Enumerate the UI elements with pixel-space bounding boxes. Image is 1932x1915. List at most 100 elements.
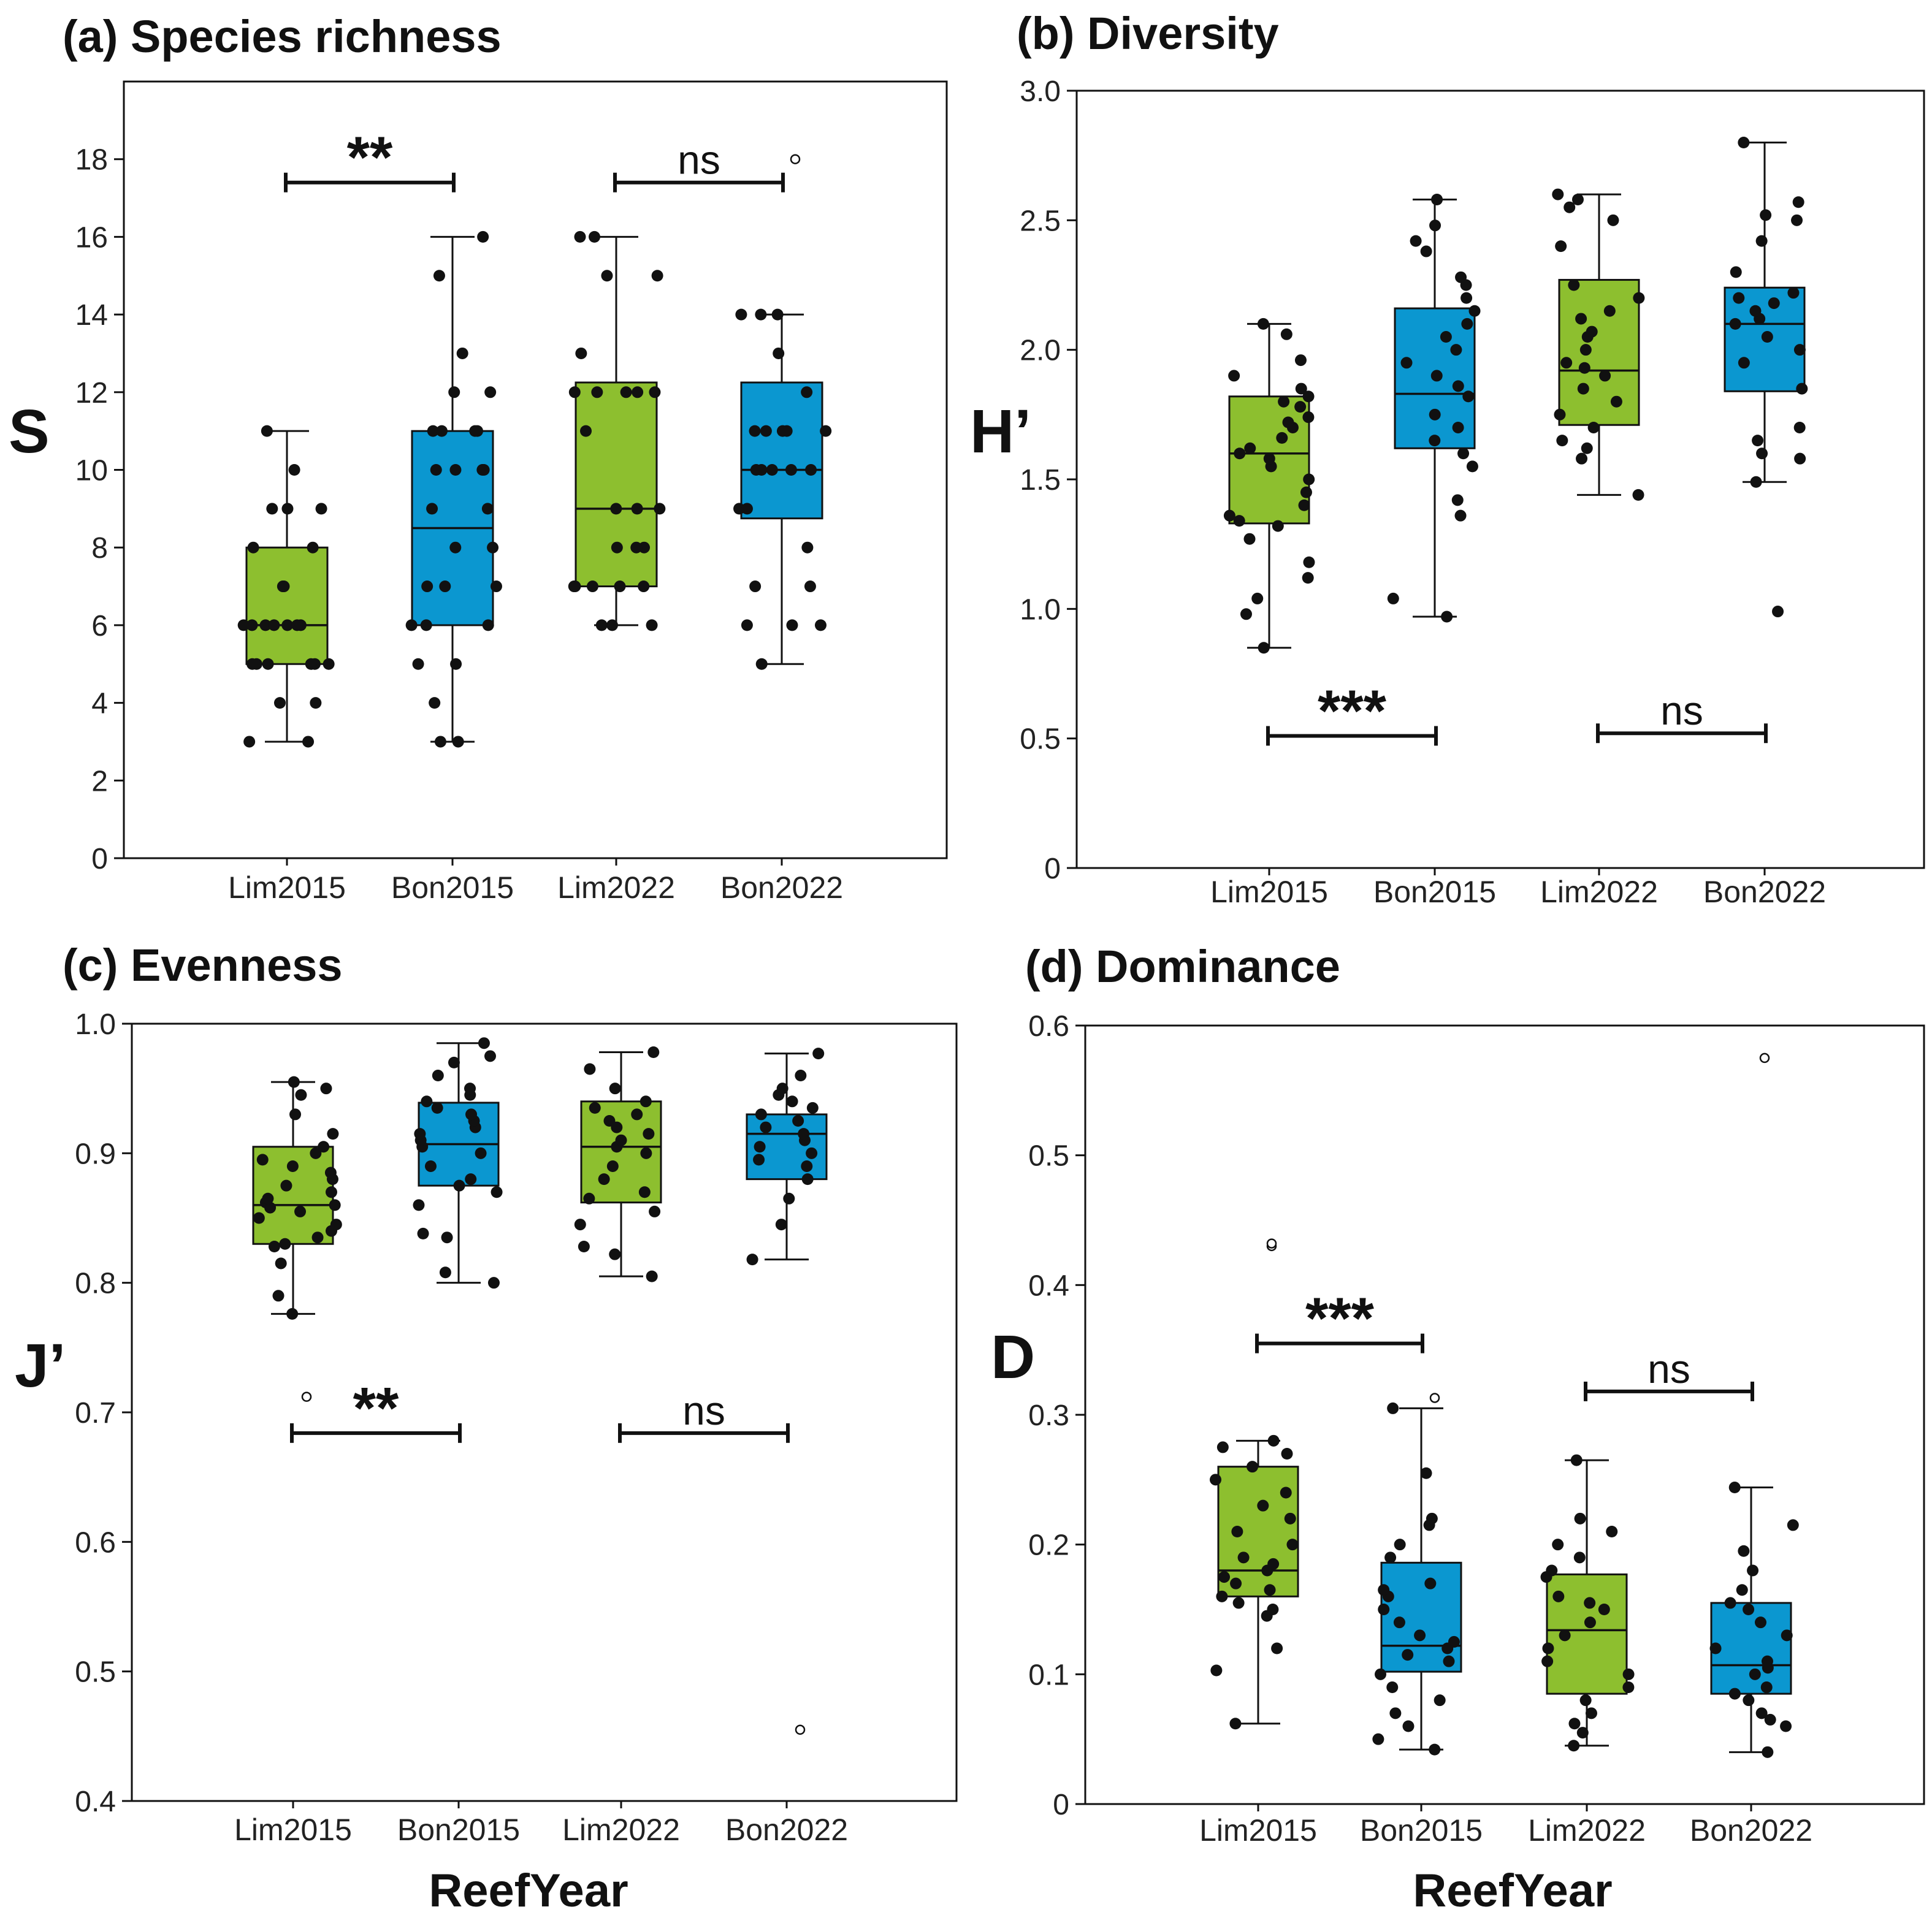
- data-point: [1233, 515, 1245, 527]
- significance-label: ***: [1305, 1286, 1375, 1352]
- data-point: [610, 503, 622, 515]
- data-point: [481, 503, 494, 515]
- data-point: [311, 1232, 324, 1244]
- data-point: [755, 658, 768, 670]
- data-point: [1796, 383, 1808, 395]
- data-point: [1780, 1720, 1792, 1732]
- data-point: [760, 1121, 772, 1133]
- y-tick-label: 3.0: [1020, 75, 1061, 108]
- data-point: [1429, 435, 1441, 447]
- data-point: [1424, 1577, 1437, 1589]
- y-tick-label: 0: [91, 843, 108, 875]
- y-tick-label: 0: [1044, 853, 1061, 885]
- significance-label: **: [347, 125, 393, 191]
- data-point: [775, 1219, 787, 1231]
- data-point: [568, 386, 581, 398]
- data-point: [1302, 572, 1314, 584]
- data-point: [589, 1102, 601, 1114]
- data-point: [1733, 292, 1745, 304]
- data-point: [598, 1173, 610, 1186]
- y-tick-label: 0: [1053, 1789, 1069, 1821]
- data-point: [649, 1205, 661, 1217]
- data-point: [1281, 1448, 1293, 1460]
- y-tick-label: 16: [75, 221, 108, 254]
- data-point: [1622, 1668, 1635, 1680]
- data-point: [305, 658, 317, 670]
- data-point: [1772, 606, 1784, 618]
- data-point: [289, 1108, 302, 1121]
- data-point: [1787, 1519, 1799, 1531]
- data-point: [420, 619, 432, 631]
- x-tick-label: Bon2022: [720, 870, 843, 905]
- data-point: [1468, 305, 1481, 317]
- data-point: [1429, 1743, 1441, 1756]
- data-point: [256, 1154, 269, 1166]
- data-point: [1387, 1402, 1399, 1414]
- data-point: [281, 619, 294, 631]
- data-point: [318, 1141, 330, 1153]
- data-point: [295, 1089, 307, 1101]
- outlier-point: [1266, 1238, 1277, 1249]
- outlier-point: [301, 1392, 312, 1402]
- data-point: [1577, 383, 1589, 395]
- data-point: [1434, 1694, 1446, 1707]
- data-point: [1555, 240, 1567, 253]
- data-point: [1420, 245, 1432, 257]
- x-tick-label: Bon2022: [725, 1813, 848, 1847]
- data-point: [237, 619, 250, 631]
- data-point: [448, 1056, 460, 1068]
- data-point: [781, 425, 793, 437]
- data-point: [413, 1199, 425, 1211]
- data-point: [1578, 362, 1590, 374]
- data-point: [1426, 1512, 1438, 1525]
- data-point: [1210, 1664, 1223, 1677]
- y-tick-label: 0.8: [75, 1268, 116, 1300]
- x-tick-label: Lim2015: [234, 1813, 352, 1847]
- y-tick-label: 18: [75, 144, 108, 177]
- data-point: [1302, 390, 1315, 403]
- data-point: [1384, 1551, 1397, 1564]
- data-point: [327, 1128, 339, 1140]
- y-tick-label: 8: [91, 532, 108, 565]
- outlier-point: [790, 154, 801, 164]
- data-point: [1560, 357, 1573, 369]
- data-point: [1554, 408, 1566, 421]
- data-point: [1542, 1642, 1554, 1654]
- data-point: [792, 1115, 804, 1127]
- data-point: [1257, 318, 1269, 330]
- data-point: [1216, 1441, 1229, 1453]
- data-point: [580, 425, 592, 437]
- data-point: [1564, 201, 1576, 213]
- data-point: [609, 1083, 621, 1095]
- data-point: [1576, 452, 1588, 465]
- data-point: [1257, 1499, 1269, 1512]
- data-point: [1761, 331, 1773, 343]
- data-point: [482, 619, 494, 631]
- x-tick-label: Bon2015: [397, 1813, 520, 1847]
- data-point: [1452, 380, 1464, 392]
- data-point: [272, 1290, 284, 1302]
- data-point: [1461, 318, 1473, 330]
- data-point: [1793, 344, 1806, 356]
- y-tick-label: 4: [91, 688, 108, 720]
- panel-c-x-label: ReefYear: [429, 1865, 628, 1915]
- data-point: [1792, 196, 1804, 208]
- data-point: [405, 619, 418, 631]
- data-point: [1743, 1694, 1755, 1707]
- data-point: [484, 386, 497, 398]
- x-tick-label: Bon2022: [1703, 875, 1826, 909]
- data-point: [1574, 1512, 1586, 1525]
- data-point: [614, 581, 626, 593]
- data-point: [603, 1115, 616, 1127]
- data-point: [1724, 1597, 1736, 1609]
- panel-c: (c) Evenness J’ ReefYear 0.4 0.5 0.6 0.7 0.8…: [15, 940, 958, 1915]
- data-point: [307, 541, 319, 554]
- data-point: [766, 464, 778, 476]
- data-point: [1218, 1571, 1231, 1583]
- data-point: [1754, 1616, 1766, 1629]
- data-point: [606, 1160, 619, 1172]
- data-point: [820, 425, 832, 437]
- outlier-point: [1429, 1393, 1440, 1403]
- data-point: [1237, 1551, 1250, 1564]
- data-point: [268, 1240, 280, 1252]
